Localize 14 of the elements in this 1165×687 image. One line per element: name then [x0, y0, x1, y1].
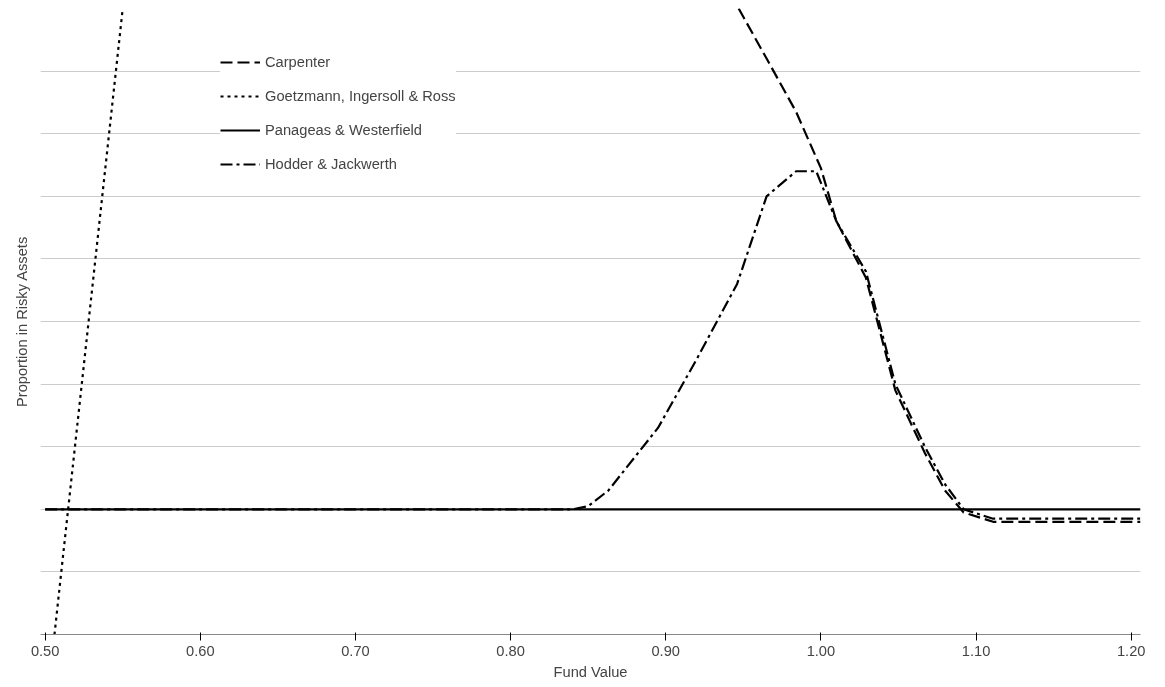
x-tick-label: 0.70	[341, 642, 370, 659]
y-axis-title: Proportion in Risky Assets	[13, 236, 30, 408]
legend-label: Panageas & Westerfield	[265, 122, 422, 138]
x-axis-title: Fund Value	[553, 663, 628, 680]
x-tick-label: 1.20	[1116, 642, 1146, 659]
x-tick-label: 1.10	[961, 642, 991, 659]
legend-label: Carpenter	[265, 54, 331, 70]
x-tick-label: 0.80	[496, 642, 525, 659]
x-tick-label: 0.60	[186, 642, 215, 659]
legend-label: Hodder & Jackwerth	[265, 156, 397, 172]
x-tick-label: 0.90	[651, 642, 681, 659]
x-tick-label: 1.00	[806, 642, 836, 659]
legend-label: Goetzmann, Ingersoll & Ross	[265, 88, 456, 104]
x-tick-label: 0.50	[30, 642, 60, 659]
